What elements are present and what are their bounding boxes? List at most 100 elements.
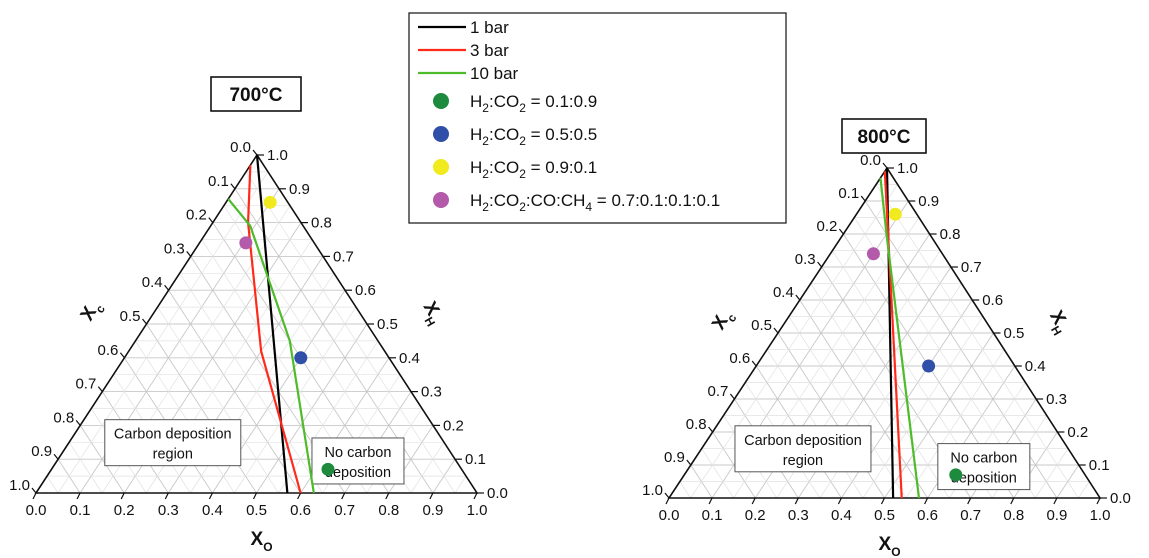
tick-mark — [429, 492, 434, 500]
grid-line-minor — [410, 442, 445, 494]
grid-line-minor — [46, 475, 59, 494]
tick-mark — [119, 352, 125, 359]
grid-line-minor — [245, 171, 456, 494]
ternary-plot-700: 0.00.00.00.10.10.10.20.20.20.30.30.30.40… — [9, 76, 508, 554]
tick-label-xh: 0.3 — [421, 384, 442, 401]
grid-line-minor — [135, 340, 235, 494]
axis-title-xc: Xc — [708, 306, 739, 336]
tick-mark — [708, 497, 713, 505]
series-line — [255, 154, 289, 494]
tick-label-xc: 0.3 — [164, 240, 185, 257]
tick-label-xc: 0.2 — [817, 218, 838, 235]
tick-label-xo: 0.7 — [960, 507, 981, 524]
tick-mark — [252, 149, 258, 156]
tick-mark — [817, 261, 823, 268]
tick-mark — [76, 492, 81, 500]
tick-label-xo: 0.6 — [290, 502, 311, 519]
tick-mark — [142, 318, 147, 325]
grid-line-minor — [179, 273, 323, 494]
tick-label-xo: 1.0 — [1090, 507, 1111, 524]
legend: 1 bar 3 bar 10 bar H2:CO2 = 0.1:0.9 H2:CO2 =… — [408, 12, 787, 224]
axis-title-xc: Xc — [77, 297, 108, 327]
region-box-no-carbon — [311, 437, 405, 485]
tick-mark — [473, 492, 478, 500]
tick-label-xh: 0.1 — [465, 451, 486, 468]
grid-line-minor — [810, 283, 950, 499]
tick-label-xh: 0.1 — [1089, 457, 1110, 474]
data-point — [294, 351, 308, 365]
tick-label-xo: 0.4 — [831, 507, 852, 524]
tick-mark — [31, 487, 37, 494]
grid-line-minor — [454, 475, 467, 494]
tick-mark — [1096, 497, 1101, 505]
legend-label: 10 bar — [470, 64, 519, 83]
tick-label-xh: 0.8 — [311, 215, 332, 232]
grid-line-minor — [57, 171, 269, 494]
tick-mark — [794, 497, 799, 505]
tick-label-xo: 0.0 — [659, 507, 680, 524]
region-box-no-carbon — [937, 443, 1031, 491]
tick-mark — [967, 497, 972, 505]
tick-mark — [838, 228, 844, 235]
tick-mark — [882, 162, 888, 169]
tick-mark — [97, 386, 103, 392]
tick-label-xo: 0.3 — [788, 507, 809, 524]
tick-mark — [860, 195, 866, 202]
tick-label-xh: 0.5 — [1004, 325, 1025, 342]
tick-label-xc: 0.0 — [860, 152, 881, 169]
tick-mark — [208, 217, 214, 223]
tick-mark — [773, 327, 779, 334]
tick-mark — [837, 497, 842, 505]
chart-title: 700°C — [229, 85, 282, 106]
data-point — [949, 468, 963, 482]
tick-label-xc: 0.6 — [729, 350, 750, 367]
ticks: 0.00.00.00.10.10.10.20.20.20.30.30.30.40… — [642, 152, 1131, 524]
tick-mark — [252, 492, 258, 500]
tick-label-xc: 0.8 — [686, 416, 707, 433]
grid-line-minor — [875, 184, 1079, 499]
grid-line — [79, 425, 125, 494]
tick-label-xo: 0.6 — [917, 507, 938, 524]
tick-mark — [795, 294, 801, 301]
ticks: 0.00.00.00.10.10.10.20.20.20.30.30.30.40… — [9, 139, 508, 519]
grid-line-minor — [278, 340, 379, 494]
tick-label-xh: 0.4 — [1025, 358, 1046, 375]
tick-mark — [686, 459, 692, 466]
data-point — [239, 236, 253, 250]
grid-line — [712, 431, 756, 499]
tick-label-xc: 0.4 — [142, 274, 163, 291]
grid-line-minor — [766, 349, 864, 499]
series-line — [227, 198, 315, 494]
tick-label-xc: 0.7 — [708, 383, 729, 400]
tick-label-xc: 0.1 — [838, 185, 859, 202]
tick-label-xh: 0.0 — [487, 485, 508, 502]
tick-label-xh: 1.0 — [897, 160, 918, 177]
tick-mark — [164, 284, 170, 291]
series-line — [883, 171, 903, 499]
region-label-carbon: Carbon deposition — [114, 427, 232, 443]
tick-label-xo: 0.2 — [745, 507, 766, 524]
region-label-no-carbon: deposition — [951, 471, 1017, 487]
legend-box — [408, 12, 787, 224]
tick-label-xo: 0.2 — [114, 502, 135, 519]
axis-title-xo: XO — [879, 534, 901, 558]
data-point — [888, 207, 902, 221]
chart-title: 800°C — [857, 127, 910, 148]
axis-title-xo: XO — [251, 529, 273, 554]
grid-line-minor — [701, 448, 734, 499]
tick-mark — [297, 492, 302, 500]
data-point — [263, 195, 277, 209]
legend-point-swatch — [433, 126, 449, 142]
region-label-carbon: region — [153, 447, 193, 463]
tick-label-xh: 0.7 — [961, 259, 982, 276]
region-label-carbon: Carbon deposition — [744, 433, 862, 449]
tick-mark — [729, 393, 735, 400]
grid-line-minor — [905, 349, 1005, 499]
tick-label-xo: 0.1 — [70, 502, 91, 519]
legend-label: H2:CO2 = 0.5:0.5 — [470, 125, 597, 148]
axis-title-xh: XH — [1042, 307, 1074, 338]
grid-line-minor — [234, 306, 357, 494]
tick-mark — [75, 420, 81, 426]
tick-label-xh: 0.9 — [918, 193, 939, 210]
region-label-carbon: region — [783, 453, 823, 469]
